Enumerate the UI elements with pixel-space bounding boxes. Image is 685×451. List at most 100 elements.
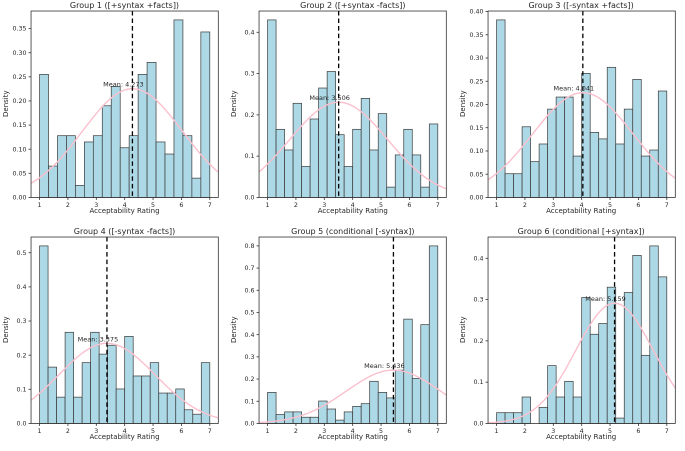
svg-text:0.2: 0.2	[17, 352, 27, 359]
svg-text:7: 7	[436, 202, 440, 209]
subplot-group-6: Mean: 5.159 0.0 0.1 0.2 0.3 0.4 1 2 3 4 5 6 7 Group …	[457, 226, 685, 451]
svg-text:6: 6	[408, 427, 412, 434]
plot-title: Group 5 (conditional [-syntax])	[291, 226, 415, 236]
y-axis-label: Density	[2, 90, 10, 118]
svg-text:1: 1	[494, 427, 498, 434]
svg-text:0.25: 0.25	[13, 74, 27, 81]
svg-text:0.3: 0.3	[17, 318, 27, 325]
subplot-group-3: Mean: 4.041 0.00 0.05 0.10 0.15 0.20 0.25 0.30 0…	[457, 0, 685, 226]
svg-text:3: 3	[323, 427, 327, 434]
svg-text:7: 7	[208, 202, 212, 209]
svg-text:6: 6	[408, 202, 412, 209]
svg-text:0.2: 0.2	[245, 112, 255, 119]
svg-text:1: 1	[266, 427, 270, 434]
svg-text:0.05: 0.05	[469, 171, 483, 178]
svg-text:0.35: 0.35	[469, 32, 483, 39]
svg-text:3: 3	[94, 427, 98, 434]
svg-text:0.0: 0.0	[17, 420, 27, 427]
y-axis-label: Density	[458, 90, 467, 118]
svg-text:3: 3	[94, 202, 98, 209]
svg-text:3: 3	[551, 202, 555, 209]
y-axis-label: Density	[230, 316, 239, 343]
y-axis-label: Density	[458, 316, 467, 343]
svg-text:6: 6	[636, 202, 640, 209]
plot-title: Group 3 ([-syntax +facts])	[528, 1, 634, 10]
svg-text:0.3: 0.3	[245, 71, 255, 78]
svg-text:7: 7	[208, 427, 212, 434]
plot-title: Group 4 ([-syntax -facts])	[73, 226, 176, 236]
svg-text:0.30: 0.30	[469, 55, 483, 62]
x-axis-label: Acceptability Rating	[546, 432, 617, 441]
svg-text:4: 4	[579, 202, 583, 209]
svg-text:5: 5	[608, 427, 612, 434]
svg-text:0.1: 0.1	[245, 398, 255, 405]
svg-text:0.3: 0.3	[473, 296, 483, 303]
svg-text:0.5: 0.5	[245, 309, 255, 316]
histogram-group-5: Mean: 5.436 0.0 0.1 0.2 0.3 0.4 0.5 0.6 0.7 0.8 1 2…	[245, 236, 448, 434]
plot-title: Group 6 (conditional [+syntax])	[517, 226, 645, 236]
svg-text:0.4: 0.4	[245, 29, 255, 36]
svg-text:6: 6	[179, 427, 183, 434]
svg-text:5: 5	[379, 427, 383, 434]
svg-text:1: 1	[266, 202, 270, 209]
svg-text:0.0: 0.0	[473, 420, 483, 427]
subplot-group-2: Mean: 3.506 0.0 0.1 0.2 0.3 0.4 1 2 3 4 5 6 7 Group …	[228, 0, 456, 226]
svg-text:7: 7	[436, 427, 440, 434]
svg-text:Mean: 5.436: Mean: 5.436	[364, 362, 405, 370]
svg-text:0.40: 0.40	[469, 9, 483, 16]
histogram-group-2: Mean: 3.506 0.0 0.1 0.2 0.3 0.4 1 2 3 4 5 6 7	[245, 10, 448, 209]
svg-text:0.4: 0.4	[17, 283, 27, 290]
histogram-group-6: Mean: 5.159 0.0 0.1 0.2 0.3 0.4 1 2 3 4 5 6 7	[473, 236, 676, 434]
svg-text:0.5: 0.5	[17, 249, 27, 256]
x-axis-label: Acceptability Rating	[317, 207, 388, 215]
y-axis-label: Density	[230, 90, 239, 118]
svg-text:0.10: 0.10	[469, 148, 483, 155]
svg-text:0.2: 0.2	[245, 376, 255, 383]
svg-text:7: 7	[664, 202, 668, 209]
svg-text:2: 2	[66, 202, 70, 209]
svg-text:Mean: 4.273: Mean: 4.273	[103, 81, 144, 89]
svg-text:1: 1	[38, 427, 42, 434]
x-axis-label: Acceptability Rating	[317, 432, 388, 441]
svg-text:4: 4	[123, 427, 127, 434]
svg-text:0.30: 0.30	[13, 50, 27, 57]
svg-text:0.0: 0.0	[245, 195, 255, 202]
svg-text:0.4: 0.4	[245, 331, 255, 338]
svg-text:4: 4	[123, 202, 127, 209]
svg-text:0.15: 0.15	[469, 125, 483, 132]
histogram-group-3: Mean: 4.041 0.00 0.05 0.10 0.15 0.20 0.25 0.30 0…	[469, 9, 676, 209]
plot-title: Group 1 ([+syntax +facts])	[69, 1, 180, 10]
svg-text:0.1: 0.1	[17, 386, 27, 393]
svg-text:2: 2	[523, 427, 527, 434]
x-axis-label: Acceptability Rating	[89, 207, 160, 215]
svg-text:2: 2	[523, 202, 527, 209]
svg-text:5: 5	[151, 202, 155, 209]
x-axis-label: Acceptability Rating	[546, 207, 617, 215]
svg-text:1: 1	[38, 202, 42, 209]
svg-text:0.7: 0.7	[245, 265, 255, 272]
subplot-group-4: Mean: 3.375 0.0 0.1 0.2 0.3 0.4 0.5 1 2 3 4 5 6 7 Gro…	[0, 226, 228, 451]
svg-text:0.00: 0.00	[13, 195, 27, 202]
svg-text:2: 2	[66, 427, 70, 434]
svg-text:0.20: 0.20	[13, 98, 27, 105]
svg-text:0.10: 0.10	[13, 146, 27, 153]
svg-text:5: 5	[151, 427, 155, 434]
svg-text:4: 4	[579, 427, 583, 434]
histogram-group-4: Mean: 3.375 0.0 0.1 0.2 0.3 0.4 0.5 1 2 3 4 5 6 7	[17, 236, 219, 434]
svg-text:Mean: 4.041: Mean: 4.041	[553, 85, 594, 93]
svg-text:0.35: 0.35	[13, 26, 27, 33]
svg-text:4: 4	[351, 202, 355, 209]
subplot-group-5: Mean: 5.436 0.0 0.1 0.2 0.3 0.4 0.5 0.6 0.7 0.8 1 2…	[228, 226, 456, 451]
svg-text:Mean: 5.159: Mean: 5.159	[585, 295, 626, 303]
plot-title: Group 2 ([+syntax -facts])	[300, 1, 406, 10]
svg-text:0.05: 0.05	[13, 170, 27, 177]
svg-text:Mean: 3.506: Mean: 3.506	[310, 94, 351, 102]
svg-text:5: 5	[608, 202, 612, 209]
svg-text:0.6: 0.6	[245, 287, 255, 294]
y-axis-label: Density	[2, 316, 10, 343]
svg-text:0.8: 0.8	[245, 243, 255, 250]
svg-text:0.20: 0.20	[469, 102, 483, 109]
svg-text:0.4: 0.4	[473, 255, 483, 262]
subplot-group-1: Mean: 4.273 0.00 0.05 0.10 0.15 0.20 0.25 0.30 0…	[0, 0, 228, 226]
